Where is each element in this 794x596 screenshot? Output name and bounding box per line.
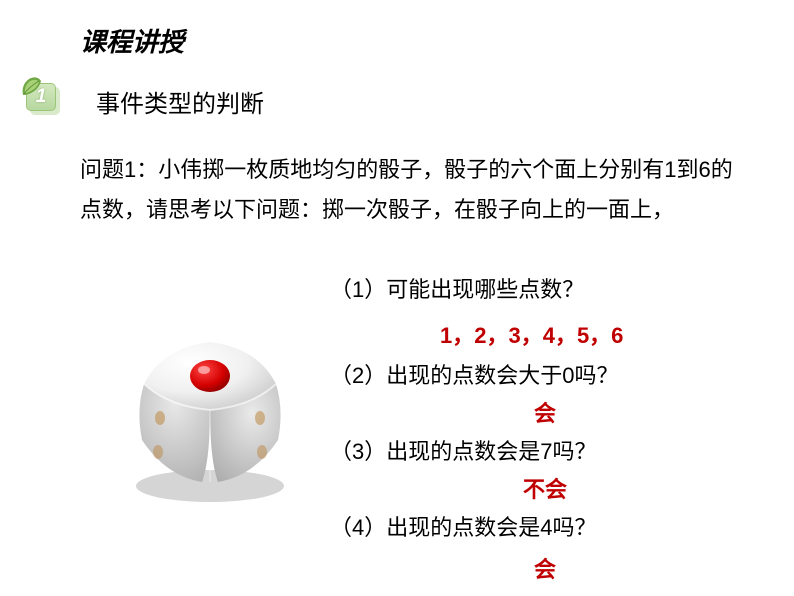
section-subtitle: 事件类型的判断 <box>96 84 264 119</box>
answer-1: 1，2，3，4，5，6 <box>440 318 794 350</box>
q3-text: （3）出现的点数会是7吗？ <box>330 434 760 466</box>
answer-3: 不会 <box>330 472 760 504</box>
question-1: （1）可能出现哪些点数？ <box>330 272 760 304</box>
question-3: （3）出现的点数会是7吗？ <box>330 434 760 466</box>
question-2: （2）出现的点数会大于0吗？ <box>330 358 760 390</box>
problem-text: 问题1：小伟掷一枚质地均匀的骰子，骰子的六个面上分别有1到6的点数，请思考以下问… <box>80 150 740 230</box>
answer-2: 会 <box>330 396 760 428</box>
q2-text: （2）出现的点数会大于0吗？ <box>330 358 760 390</box>
q1-text: （1）可能出现哪些点数？ <box>330 272 760 304</box>
q4-text: （4）出现的点数会是4吗？ <box>330 510 760 542</box>
question-4: （4）出现的点数会是4吗？ <box>330 510 760 542</box>
dice-image <box>110 330 310 510</box>
answer-4: 会 <box>330 552 760 584</box>
page-title: 课程讲授 <box>80 22 184 59</box>
section-badge: 1 <box>22 79 62 119</box>
leaf-icon <box>19 75 43 99</box>
